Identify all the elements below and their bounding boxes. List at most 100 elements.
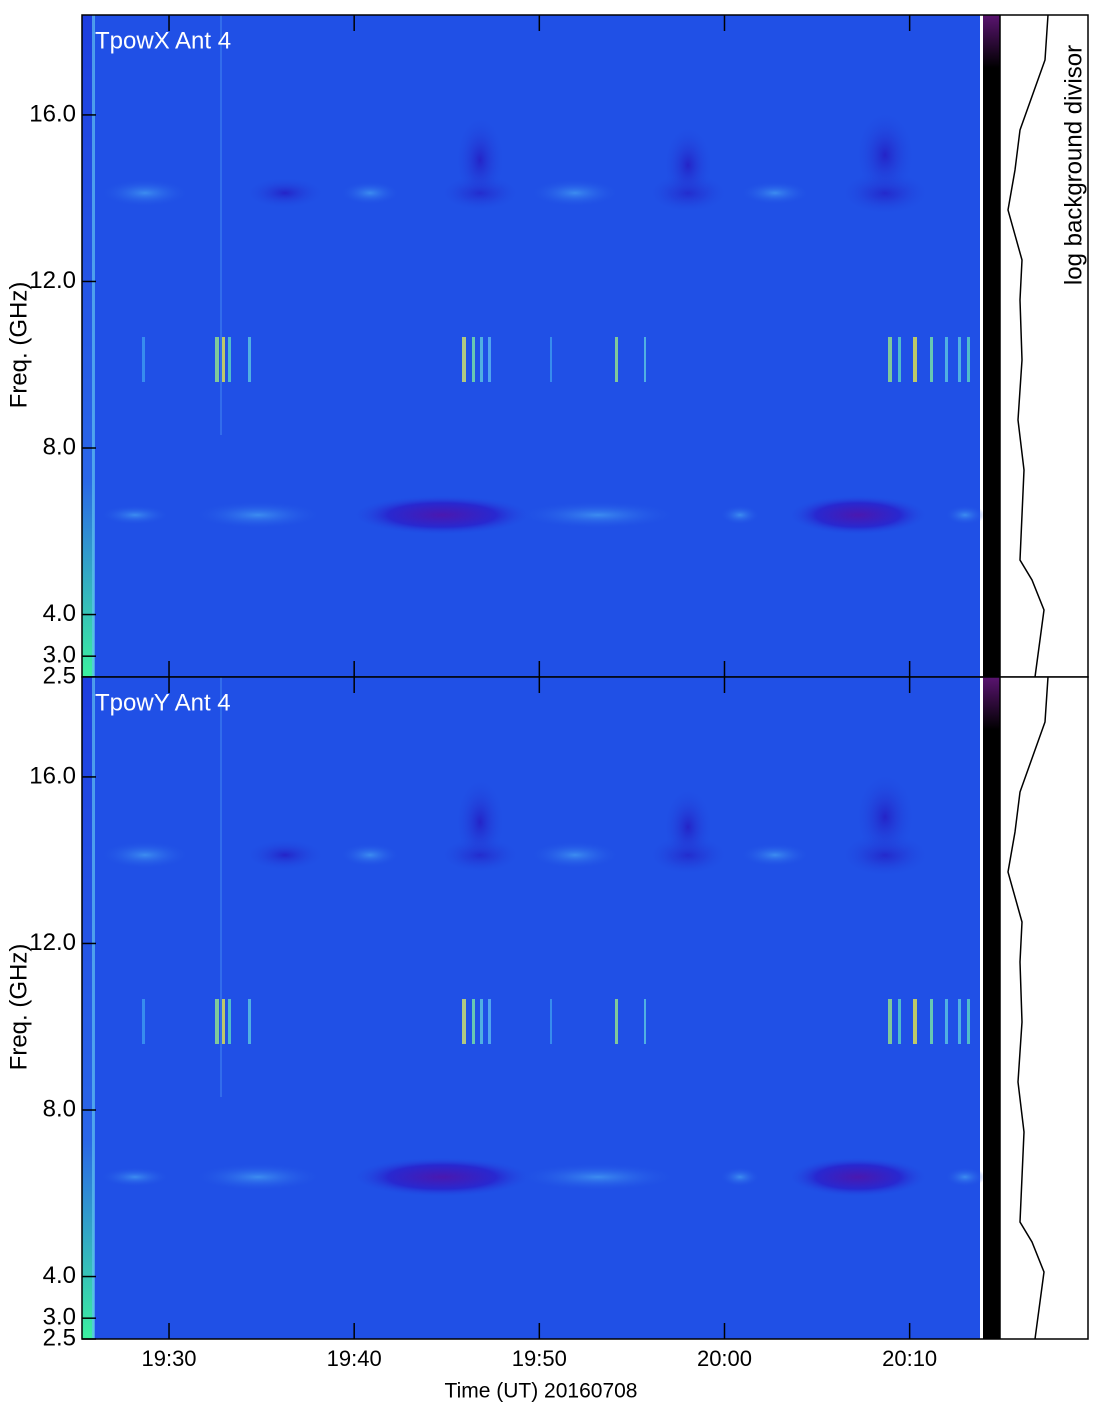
texture [945, 337, 948, 382]
y-tick-label: 4.0 [43, 600, 76, 627]
texture [958, 999, 961, 1044]
x-tick-label: 19:50 [512, 1346, 567, 1371]
texture [488, 337, 491, 382]
texture [462, 999, 466, 1044]
texture [888, 337, 892, 382]
texture [644, 337, 646, 382]
y-tick-label: 2.5 [43, 662, 76, 689]
texture [142, 999, 145, 1044]
texture [92, 15, 95, 677]
y-tick-label: 16.0 [29, 100, 76, 127]
y-tick-label: 12.0 [29, 267, 76, 294]
texture [222, 999, 225, 1044]
texture [720, 505, 760, 525]
texture [958, 337, 961, 382]
texture [945, 1167, 985, 1187]
texture [788, 495, 928, 535]
texture [550, 999, 552, 1044]
texture [913, 999, 917, 1044]
texture [740, 181, 810, 205]
texture [550, 337, 552, 382]
texture [930, 337, 933, 382]
texture [352, 495, 532, 535]
panel-title: TpowX Ant 4 [95, 27, 231, 54]
y-tick-label: 3.0 [43, 642, 76, 669]
texture [615, 337, 618, 382]
texture [193, 501, 323, 529]
y-tick-label: 12.0 [29, 929, 76, 956]
texture [215, 337, 219, 382]
texture [472, 337, 475, 382]
texture [245, 177, 325, 209]
texture [967, 999, 970, 1044]
panel-title: TpowY Ant 4 [95, 689, 231, 716]
texture [100, 841, 190, 869]
y-axis-label: Freq. (GHz) [5, 282, 32, 409]
texture [472, 999, 475, 1044]
spectrogram-background [82, 15, 980, 677]
y-tick-label: 3.0 [43, 1304, 76, 1331]
texture [945, 505, 985, 525]
texture [455, 115, 505, 205]
texture [340, 181, 400, 205]
texture [615, 999, 618, 1044]
side-label: log background divisor [1060, 45, 1087, 285]
texture [663, 787, 713, 867]
color-strip [983, 15, 1000, 677]
texture [92, 677, 95, 1339]
y-tick-label: 16.0 [29, 762, 76, 789]
texture [945, 999, 948, 1044]
texture [248, 999, 251, 1044]
texture [100, 505, 170, 525]
x-axis-label: Time (UT) 20160708 [445, 1380, 638, 1403]
texture [518, 1163, 678, 1191]
texture [228, 337, 231, 382]
texture [788, 1157, 928, 1197]
x-tick-label: 19:30 [141, 1346, 196, 1371]
texture [480, 337, 483, 382]
texture [967, 337, 970, 382]
texture [888, 999, 892, 1044]
divisor-curve [1007, 14, 1049, 678]
texture [855, 110, 915, 200]
texture [222, 337, 225, 382]
edge-strip [82, 15, 94, 677]
texture [100, 1167, 170, 1187]
texture [142, 337, 145, 382]
texture [530, 841, 620, 869]
texture [530, 179, 620, 207]
texture [930, 999, 933, 1044]
texture [352, 1157, 532, 1197]
color-strip [983, 677, 1000, 1339]
y-tick-label: 8.0 [43, 1095, 76, 1122]
texture [340, 843, 400, 867]
x-tick-label: 20:10 [882, 1346, 937, 1371]
y-tick-label: 4.0 [43, 1262, 76, 1289]
texture [215, 999, 219, 1044]
texture [455, 777, 505, 867]
divisor-curve [1007, 676, 1049, 1340]
divisor-panel [1000, 15, 1088, 677]
y-tick-label: 8.0 [43, 433, 76, 460]
texture [720, 1167, 760, 1187]
texture [220, 15, 222, 435]
texture [898, 337, 901, 382]
texture [100, 179, 190, 207]
texture [855, 772, 915, 862]
texture [462, 337, 466, 382]
texture [488, 999, 491, 1044]
spectrogram-background [82, 677, 980, 1339]
divisor-panel [1000, 677, 1088, 1339]
texture [644, 999, 646, 1044]
texture [245, 839, 325, 871]
texture [663, 125, 713, 205]
texture [913, 337, 917, 382]
texture [898, 999, 901, 1044]
texture [740, 843, 810, 867]
x-tick-label: 20:00 [697, 1346, 752, 1371]
x-tick-label: 19:40 [327, 1346, 382, 1371]
texture [228, 999, 231, 1044]
texture [248, 337, 251, 382]
